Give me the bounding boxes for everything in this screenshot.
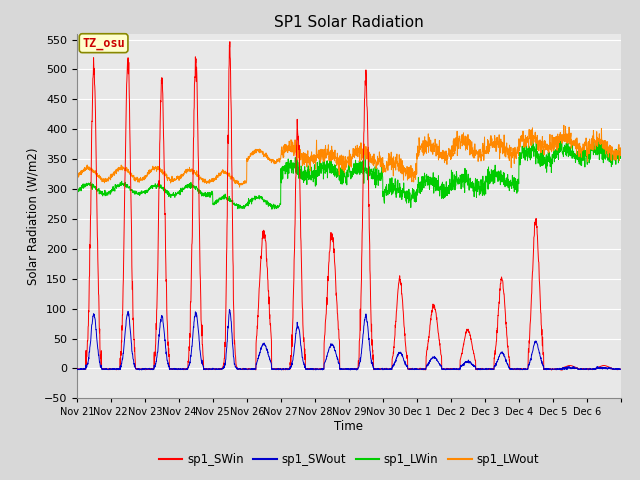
sp1_SWout bbox=[353, 367, 360, 373]
sp1_LWin bbox=[513, 183, 520, 189]
sp1_LWout bbox=[127, 173, 135, 179]
sp1_SWin bbox=[543, 366, 551, 372]
sp1_LWin bbox=[381, 184, 389, 190]
sp1_SWout bbox=[617, 366, 625, 372]
X-axis label: Time: Time bbox=[334, 420, 364, 433]
sp1_SWout bbox=[127, 337, 135, 343]
sp1_LWin bbox=[529, 134, 537, 140]
sp1_SWin bbox=[558, 367, 566, 373]
sp1_LWin bbox=[127, 187, 135, 192]
sp1_SWin bbox=[617, 366, 625, 372]
sp1_LWin bbox=[73, 188, 81, 193]
sp1_LWout bbox=[73, 172, 81, 178]
sp1_SWin bbox=[245, 366, 253, 372]
sp1_SWin bbox=[610, 366, 618, 372]
sp1_SWin bbox=[513, 366, 520, 372]
sp1_SWout bbox=[73, 366, 81, 372]
sp1_LWin bbox=[544, 158, 552, 164]
sp1_SWout bbox=[382, 366, 390, 372]
sp1_LWout bbox=[381, 169, 389, 175]
sp1_LWout bbox=[610, 148, 618, 154]
sp1_LWin bbox=[268, 206, 276, 212]
sp1_SWout bbox=[225, 307, 233, 312]
sp1_LWin bbox=[244, 195, 252, 201]
Y-axis label: Solar Radiation (W/m2): Solar Radiation (W/m2) bbox=[26, 147, 40, 285]
sp1_SWin bbox=[73, 366, 81, 372]
sp1_LWout bbox=[560, 122, 568, 128]
Legend: sp1_SWin, sp1_SWout, sp1_LWin, sp1_LWout: sp1_SWin, sp1_SWout, sp1_LWin, sp1_LWout bbox=[154, 448, 543, 470]
sp1_LWin bbox=[617, 154, 625, 160]
sp1_SWin bbox=[127, 204, 135, 210]
sp1_SWout bbox=[245, 366, 253, 372]
sp1_SWin bbox=[381, 366, 389, 372]
sp1_SWin bbox=[226, 39, 234, 45]
sp1_SWout bbox=[610, 366, 618, 372]
sp1_LWout bbox=[543, 141, 551, 147]
Text: TZ_osu: TZ_osu bbox=[82, 36, 125, 50]
sp1_SWout bbox=[513, 366, 521, 372]
Line: sp1_SWout: sp1_SWout bbox=[77, 310, 621, 370]
sp1_LWout bbox=[236, 184, 243, 190]
Line: sp1_SWin: sp1_SWin bbox=[77, 42, 621, 370]
sp1_LWout bbox=[617, 150, 625, 156]
Line: sp1_LWin: sp1_LWin bbox=[77, 137, 621, 209]
sp1_SWout bbox=[544, 366, 552, 372]
Line: sp1_LWout: sp1_LWout bbox=[77, 125, 621, 187]
sp1_LWout bbox=[513, 149, 520, 155]
sp1_LWin bbox=[610, 156, 618, 162]
sp1_LWout bbox=[245, 154, 253, 160]
Title: SP1 Solar Radiation: SP1 Solar Radiation bbox=[274, 15, 424, 30]
